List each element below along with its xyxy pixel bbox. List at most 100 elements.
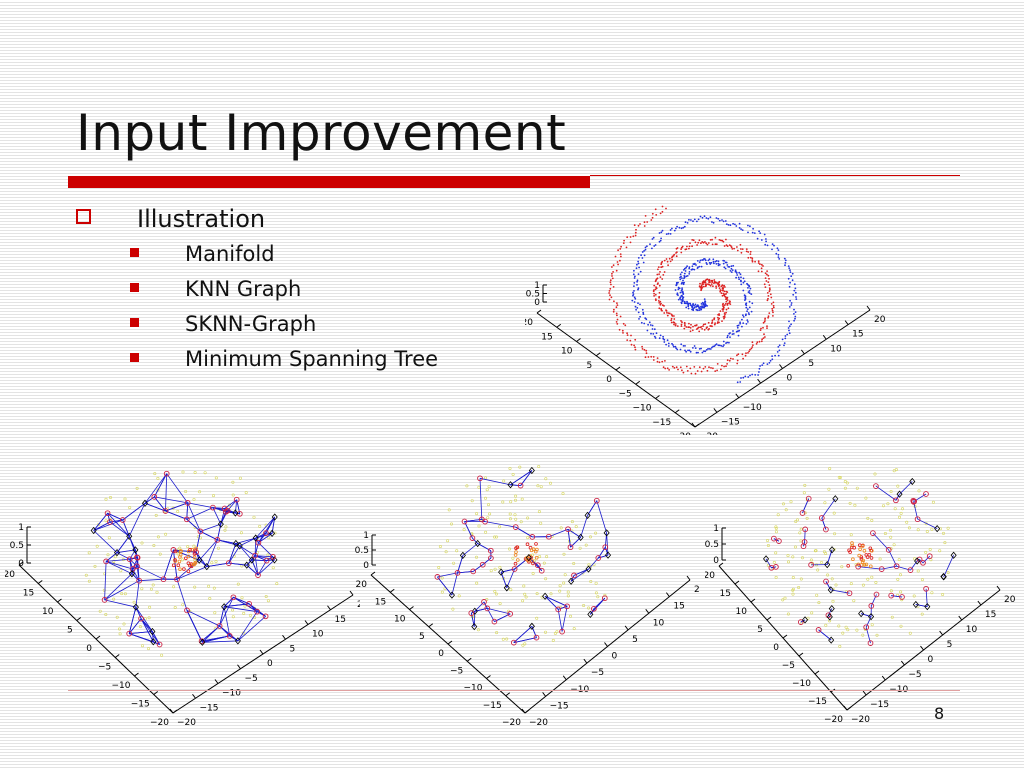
data-point [666,339,669,342]
left-tick-mark [694,423,700,428]
data-point [740,248,742,250]
background-point [240,564,244,568]
data-point [684,345,686,347]
data-point [655,214,658,216]
left-tick-mark [524,709,530,714]
graph-edge [237,611,258,642]
data-point [671,227,673,230]
graph-node [254,608,260,615]
data-point [771,243,774,245]
data-point [696,260,699,262]
background-point [172,585,176,589]
background-point [164,532,168,536]
data-point [662,335,664,338]
background-point [930,591,934,595]
background-point [539,485,543,489]
graph-node [591,605,597,612]
background-point [946,526,950,530]
background-point [212,586,216,590]
data-point [707,328,710,331]
data-point [715,285,717,288]
data-point [660,237,662,240]
graph-node [233,496,240,503]
data-point [709,263,712,265]
data-point [669,260,672,263]
right-tick-mark [881,675,886,681]
background-point [896,577,900,581]
background-point [799,577,803,581]
data-point [670,321,673,324]
background-point [578,546,582,550]
background-point [244,491,248,495]
data-point [632,291,634,294]
background-point [501,500,505,504]
data-point [659,300,662,303]
page-number: 8 [934,704,945,723]
data-point [613,308,615,311]
data-point [777,354,780,357]
graph-node [263,530,269,536]
right-tick-label: −15 [200,703,219,713]
graph-edge [520,470,533,486]
right-tick-mark [542,692,547,697]
data-point [748,300,751,303]
background-point [526,516,530,520]
data-point [666,311,668,314]
data-point [706,243,709,246]
data-point [688,245,691,248]
graph-edge [233,596,258,612]
data-point [717,313,719,316]
data-point [706,263,708,265]
graph-node [224,507,231,514]
data-point [704,258,706,260]
data-point [744,299,746,301]
data-point [773,244,775,247]
right-tick-label: −20 [529,718,548,725]
data-point [701,241,704,243]
data-point [663,271,666,273]
background-point [531,572,535,576]
data-point [676,325,679,327]
data-point [660,302,662,305]
data-point [616,261,619,263]
data-point [656,360,659,363]
background-point [537,465,541,469]
data-point [675,227,677,230]
data-point [732,330,734,332]
data-point [729,357,732,360]
center-node [188,547,192,552]
right-tick-mark [624,625,629,631]
data-point [704,281,707,284]
diamond-node [90,526,97,535]
data-point [646,221,649,223]
background-point [772,560,776,564]
background-point [832,511,836,515]
data-point [659,239,662,242]
data-point [680,251,683,254]
data-point [700,308,702,310]
data-point [637,288,639,291]
background-point [487,485,491,489]
data-point [699,282,701,285]
data-point [667,342,670,345]
diamond-node [243,561,250,569]
diamond-node [126,532,133,540]
data-point [693,306,696,309]
data-point [749,256,752,259]
data-point [708,283,711,286]
background-point [536,484,540,488]
graph-edge [136,565,164,580]
data-point [635,267,638,270]
data-point [620,245,622,248]
center-node [870,548,874,553]
diamond-node [868,612,875,621]
background-point [465,484,469,488]
graph-node [867,640,874,646]
right-tick-label: −15 [870,700,889,710]
data-point [725,298,727,301]
data-point [654,298,657,300]
background-point [852,599,856,603]
left-tick-label: −15 [808,697,827,707]
data-point [691,245,693,248]
data-point [714,236,717,239]
